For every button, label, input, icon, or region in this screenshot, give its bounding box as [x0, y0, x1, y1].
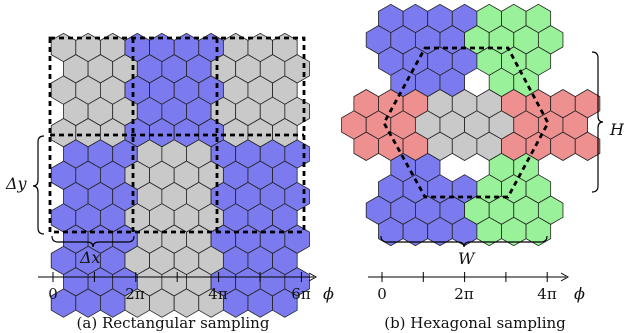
- phi-axis-a-symbol: ϕ: [323, 284, 334, 303]
- rectangular-block-outlines: [48, 36, 306, 234]
- width-label: W: [458, 249, 476, 268]
- axis-a-tick-0: 0: [48, 285, 58, 303]
- caption-b: (b) Hexagonal sampling: [384, 314, 566, 332]
- phi-axis-b-symbol: ϕ: [574, 284, 585, 303]
- axis-a-arrow: [308, 272, 318, 282]
- height-brace: [591, 51, 604, 193]
- axis-b-tick-0: 0: [377, 285, 387, 303]
- hex-cell: [574, 131, 601, 161]
- delta-y-label: Δy: [5, 174, 28, 193]
- delta-x-label: Δx: [79, 248, 101, 267]
- hexagonal-hex-lattice: [341, 3, 601, 247]
- axis-a-tick-2pi: 2π: [125, 285, 145, 303]
- phi-axis-a: [38, 272, 318, 282]
- rectangular-braces: [32, 135, 135, 248]
- dashed-hexagon-cell: [382, 46, 550, 199]
- height-label: H: [609, 120, 624, 139]
- axis-b-tick-4pi: 4π: [537, 285, 557, 303]
- delta-x-brace: [51, 235, 135, 248]
- axis-b-arrow: [560, 272, 570, 282]
- phi-axis-b: [368, 272, 570, 282]
- panel-hexagonal-sampling: H W ϕ 0 2π 4π (b) Hexagonal sampling: [341, 3, 624, 332]
- caption-a: (a) Rectangular sampling: [77, 314, 270, 332]
- rectangular-hex-lattice: [50, 32, 310, 318]
- hexagonal-cell-outline: [382, 46, 550, 199]
- delta-y-brace: [32, 135, 45, 235]
- hex-cell: [525, 216, 552, 247]
- hex-cell: [272, 288, 298, 318]
- axis-b-tick-2pi: 2π: [454, 285, 474, 303]
- panel-rectangular-sampling: Δy Δx ϕ 0 2π 4π 6π (a) Rectangular sampl…: [5, 32, 334, 332]
- axis-a-tick-6pi: 6π: [291, 285, 311, 303]
- width-brace: [380, 235, 548, 248]
- axis-a-tick-4pi: 4π: [208, 285, 228, 303]
- hexagonal-braces: [380, 51, 604, 248]
